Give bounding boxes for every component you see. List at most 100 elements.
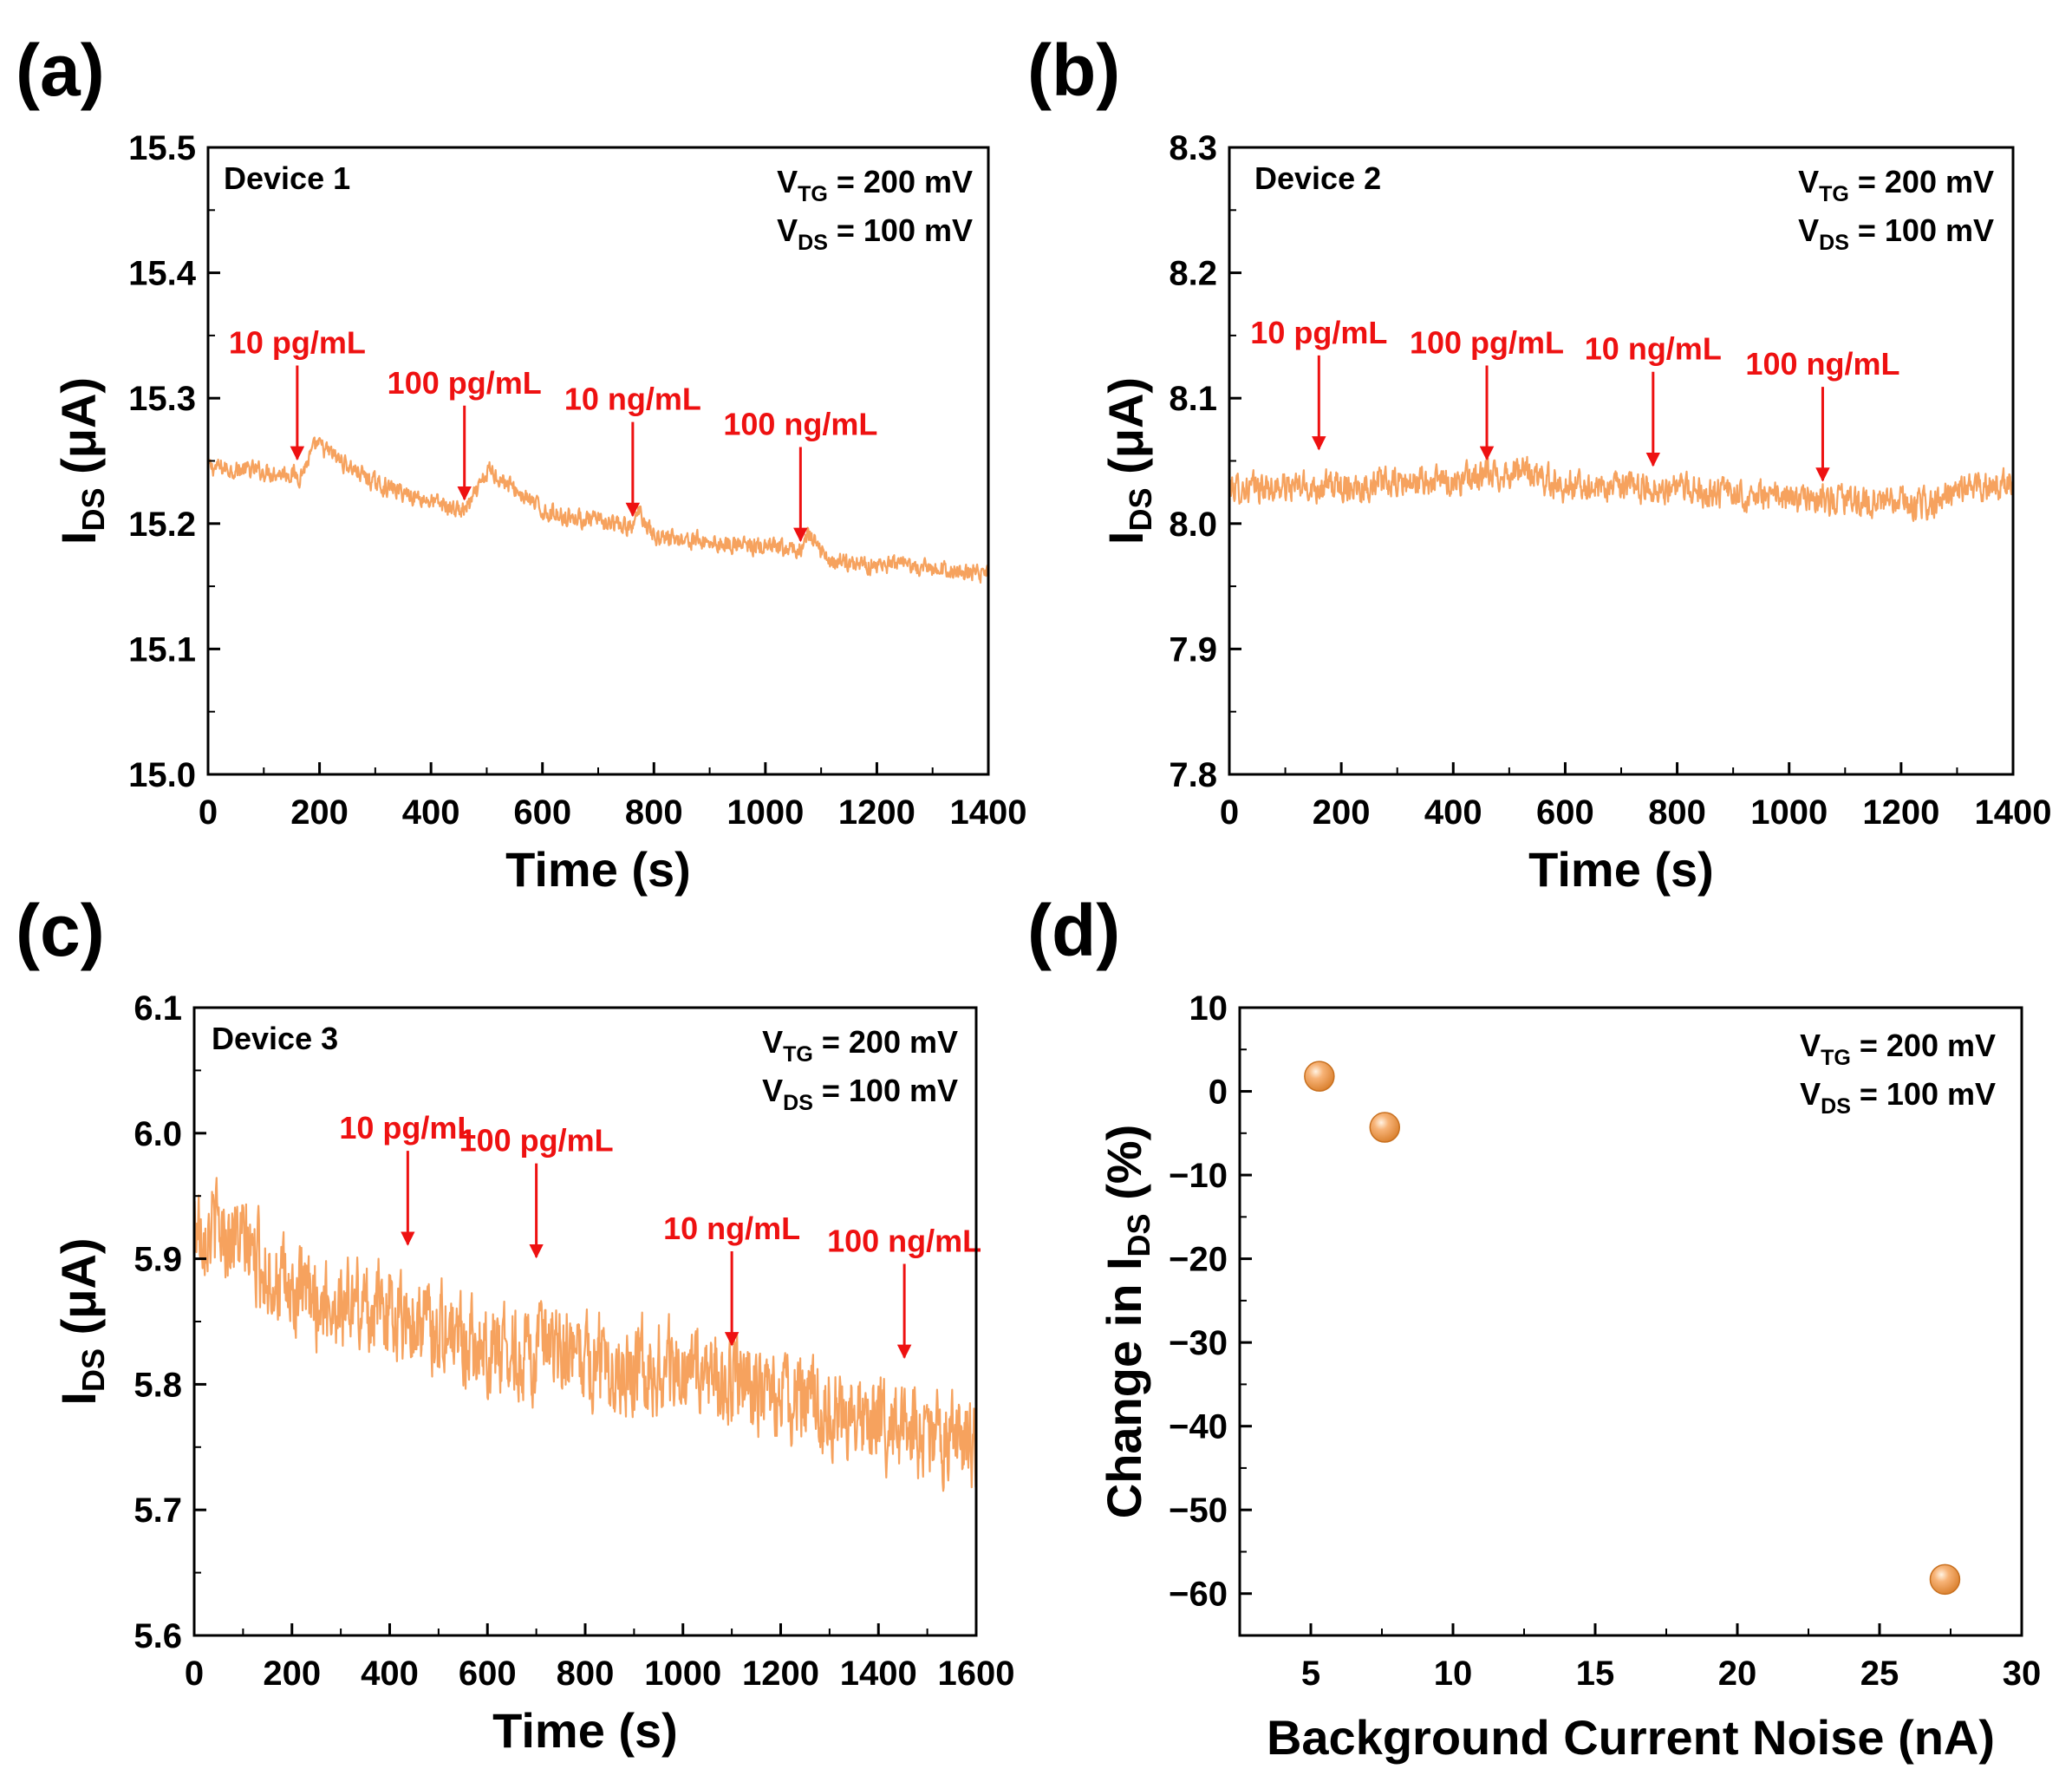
vtg-label: VTG = 200 mV (762, 1024, 958, 1067)
x-tick-label: 1200 (742, 1655, 819, 1693)
y-tick-label: 7.9 (1169, 630, 1217, 669)
data-series-line (192, 1177, 978, 1492)
y-axis-title-sub: DS (75, 487, 111, 531)
vds-label: VDS = 100 mV (1798, 212, 1994, 255)
y-axis-title-main: I (51, 1392, 106, 1406)
y-axis-title-sub: DS (75, 1348, 111, 1392)
y-axis-title-main: I (1098, 532, 1153, 545)
x-axis-title: Time (s) (1528, 842, 1714, 897)
vtg-label-main: V (1800, 1028, 1821, 1063)
x-tick-label: 1400 (950, 793, 1027, 832)
vds-label: VDS = 100 mV (762, 1073, 958, 1115)
x-tick-label: 400 (402, 793, 460, 832)
x-axis-title: Background Current Noise (nA) (1267, 1710, 1995, 1765)
y-axis-title: IDS (μA) (51, 1237, 111, 1405)
annotation-label: 10 ng/mL (1585, 331, 1722, 367)
vtg-label-main: V (1798, 164, 1819, 199)
vds-label-rest: = 100 mV (1851, 1076, 1996, 1112)
x-tick-label: 600 (1536, 793, 1594, 832)
y-tick-label: 5.9 (134, 1241, 182, 1279)
vtg-label-sub: TG (1819, 182, 1849, 206)
y-tick-label: 15.4 (128, 255, 197, 293)
x-tick-label: 1400 (1975, 793, 2052, 832)
panel-label: (c) (16, 890, 105, 971)
panel-1: (a) 10 pg/mL 100 pg/mL 10 ng/mL 100 ng/mL 0 20… (16, 29, 1026, 897)
x-tick-label: 800 (625, 793, 683, 832)
x-tick-label: 200 (290, 793, 349, 832)
vds-label-main: V (1800, 1076, 1821, 1112)
y-tick-label: 6.0 (134, 1115, 182, 1153)
y-tick-label: −50 (1169, 1492, 1228, 1530)
vds-label-rest: = 100 mV (813, 1073, 958, 1108)
vtg-label-sub: TG (783, 1042, 813, 1067)
vtg-label-rest: = 200 mV (1849, 164, 1994, 199)
x-tick-label: 600 (513, 793, 571, 832)
vtg-label-rest: = 200 mV (813, 1024, 958, 1060)
vds-label-main: V (777, 212, 798, 248)
x-tick-label: 200 (1313, 793, 1371, 832)
panel-label: (a) (16, 29, 105, 111)
annotation-label: 10 pg/mL (1250, 315, 1387, 350)
vds-label-rest: = 100 mV (828, 212, 973, 248)
vtg-label-sub: TG (1821, 1046, 1851, 1070)
device-label: Device 1 (224, 160, 350, 196)
annotation-label: 100 ng/mL (723, 406, 877, 441)
x-tick-label: 1200 (838, 793, 915, 832)
y-tick-label: 8.0 (1169, 506, 1217, 544)
device-label: Device 2 (1254, 160, 1381, 196)
y-axis-title-sub: DS (1121, 1213, 1157, 1257)
y-tick-label: 5.6 (134, 1617, 182, 1655)
x-tick-label: 15 (1576, 1655, 1615, 1693)
y-axis-title-sub: DS (1123, 487, 1158, 531)
vtg-label-rest: = 200 mV (1851, 1028, 1996, 1063)
y-tick-label: −10 (1169, 1157, 1228, 1195)
y-tick-label: 15.2 (128, 506, 196, 544)
annotation-label: 10 pg/mL (339, 1110, 476, 1146)
annotation-label: 100 pg/mL (1410, 325, 1564, 361)
vds-label: VDS = 100 mV (777, 212, 973, 255)
x-tick-label: 0 (185, 1655, 204, 1693)
x-tick-label: 5 (1301, 1655, 1320, 1693)
data-series-line (1228, 455, 2015, 522)
y-axis-title-rest: (μA) (1098, 377, 1153, 488)
vtg-label-main: V (777, 164, 798, 199)
y-tick-label: 10 (1189, 989, 1228, 1028)
y-axis-title-main: I (51, 532, 106, 545)
vds-label-rest: = 100 mV (1849, 212, 1994, 248)
vtg-label: VTG = 200 mV (1798, 164, 1994, 206)
x-tick-label: 1600 (938, 1655, 1015, 1693)
annotation-label: 100 pg/mL (459, 1123, 614, 1159)
vds-label-sub: DS (1819, 231, 1849, 255)
vtg-label-sub: TG (798, 182, 828, 206)
x-tick-label: 25 (1860, 1655, 1899, 1693)
y-axis-title: Change in IDS (%) (1097, 1125, 1157, 1518)
plot-frame (1238, 1006, 2023, 1637)
y-tick-label: 0 (1209, 1074, 1228, 1112)
vtg-label: VTG = 200 mV (777, 164, 973, 206)
y-axis-title: IDS (μA) (51, 377, 111, 545)
y-tick-label: 5.8 (134, 1366, 182, 1404)
y-tick-label: 6.1 (134, 989, 182, 1028)
panel-2: (b) 10 pg/mL 100 pg/mL 10 ng/mL 100 ng/mL 0 20… (1027, 29, 2051, 897)
y-tick-label: 15.5 (128, 129, 196, 167)
x-tick-label: 30 (2003, 1655, 2042, 1693)
panel-label: (b) (1027, 29, 1120, 111)
annotation-label: 10 pg/mL (229, 325, 366, 361)
y-axis-title: IDS (μA) (1098, 377, 1158, 545)
x-tick-label: 1400 (840, 1655, 917, 1693)
x-tick-label: 400 (1424, 793, 1482, 832)
x-tick-label: 1000 (1750, 793, 1828, 832)
x-tick-label: 10 (1434, 1655, 1473, 1693)
data-point (1929, 1563, 1961, 1596)
plot-area: 10 pg/mL 100 pg/mL 10 ng/mL 100 ng/mL (206, 325, 989, 584)
plot-area: 10 pg/mL 100 pg/mL 10 ng/mL 100 ng/mL (1228, 315, 2015, 522)
vds-label-sub: DS (798, 231, 828, 255)
x-tick-label: 400 (361, 1655, 419, 1693)
x-tick-label: 1000 (727, 793, 804, 832)
vds-label-sub: DS (783, 1091, 813, 1115)
y-axis-title-rest: (%) (1097, 1125, 1151, 1214)
y-tick-label: 15.0 (128, 756, 196, 794)
panel-label: (d) (1027, 890, 1120, 971)
plot-area (1304, 1061, 1961, 1596)
